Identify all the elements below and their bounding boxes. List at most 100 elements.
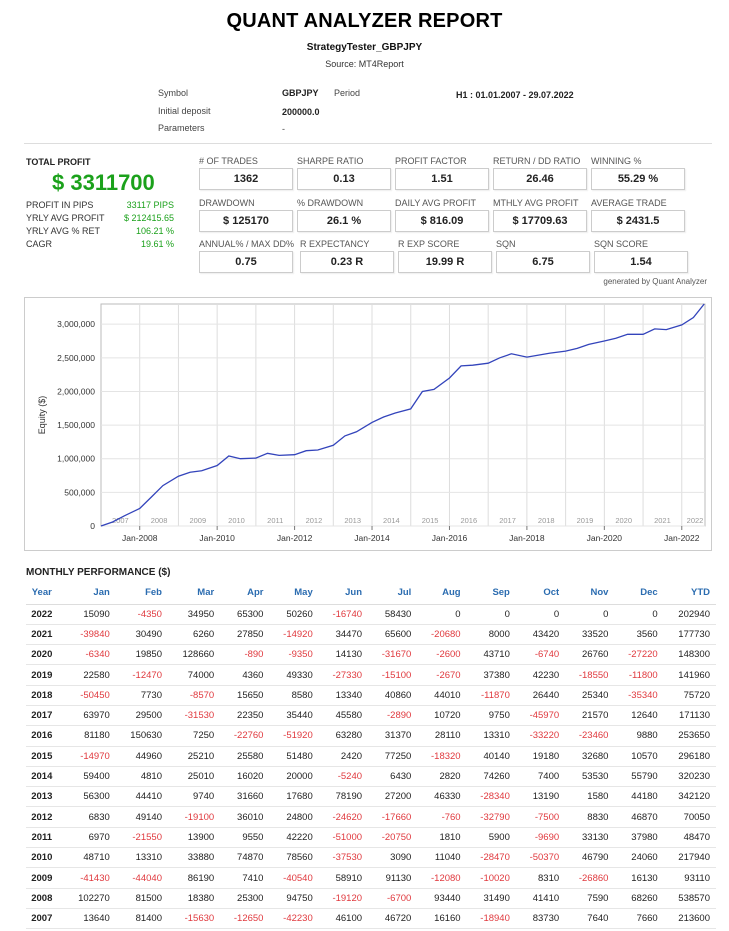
value-cell: 16020 [220,766,270,788]
value-cell: -51920 [269,725,319,747]
column-header: Jul [368,582,418,605]
y-tick-label: 2,000,000 [57,386,95,396]
value-cell: 0 [565,604,615,625]
value-cell: -16740 [318,604,369,625]
summary-label: YRLY AVG % RET [26,226,101,236]
monthly-performance-title: MONTHLY PERFORMANCE ($) [26,567,171,578]
year-cell: 2010 [26,847,64,869]
column-header: Mar [167,582,221,605]
value-cell: -20680 [417,624,467,646]
value-cell: 34470 [318,624,369,646]
year-band-label: 2008 [151,516,168,525]
value-cell: 16130 [614,867,664,889]
summary-value: 33117 PIPS [126,200,174,210]
summary-yearly-avg-return: YRLY AVG % RET 106.21 % [26,226,174,236]
parameters-label: Parameters [158,123,205,133]
value-cell: 6430 [368,766,418,788]
year-band-label: 2020 [615,516,632,525]
value-cell: -50450 [63,685,116,706]
y-tick-label: 0 [90,521,95,531]
year-band-label: 2021 [654,516,671,525]
value-cell: -15100 [368,664,418,686]
value-cell: 342120 [663,786,716,808]
value-cell: 24060 [614,847,664,869]
stat-label: MTHLY AVG PROFIT [493,198,579,208]
value-cell: 58430 [368,604,418,625]
value-cell: 22350 [220,705,270,727]
x-tick-label: Jan-2010 [199,533,235,543]
stat-num-trades: # OF TRADES 1362 [199,156,293,190]
value-cell: -50370 [515,847,566,869]
year-band-label: 2015 [422,516,439,525]
y-tick-label: 3,000,000 [57,319,95,329]
value-cell: -35340 [614,685,664,706]
value-cell: 81180 [63,725,116,747]
value-cell: 29500 [115,705,168,727]
value-cell: -10020 [466,867,516,889]
value-cell: 1810 [417,827,467,849]
value-cell: 63280 [318,725,369,747]
stat-value: $ 17709.63 [493,210,587,232]
stat-sqn-score: SQN SCORE 1.54 [594,239,688,273]
deposit-label: Initial deposit [158,106,211,116]
value-cell: 2420 [318,746,369,767]
value-cell: -19100 [167,806,221,828]
stat-value: $ 125170 [199,210,293,232]
stat-label: PROFIT FACTOR [395,156,467,166]
table-row: 2010 48710 13310 33880 74870 78560 -37530 3090 1… [26,847,716,869]
summary-profit-pips: PROFIT IN PIPS 33117 PIPS [26,200,174,210]
stat-label: DRAWDOWN [199,198,255,208]
table-row: 2019 22580 -12470 74000 4360 49330 -27330 -1510… [26,664,716,686]
value-cell: -4350 [115,604,168,625]
x-tick-label: Jan-2008 [122,533,158,543]
value-cell: -27330 [318,664,369,686]
total-profit-value: $ 3311700 [52,170,155,195]
year-cell: 2016 [26,725,64,747]
table-row: 2022 15090 -4350 34950 65300 50260 -16740 58430… [26,604,716,625]
value-cell: -11870 [466,685,516,706]
value-cell: 15650 [220,685,270,706]
stat-monthly-avg-profit: MTHLY AVG PROFIT $ 17709.63 [493,198,587,232]
value-cell: 0 [614,604,664,625]
year-band-label: 2019 [577,516,594,525]
value-cell: 7640 [565,908,615,930]
value-cell: 44180 [614,786,664,808]
value-cell: -11800 [614,664,664,686]
stat-label: RETURN / DD RATIO [493,156,581,166]
table-row: 2020 -6340 19850 128660 -890 -9350 14130 -31670… [26,644,716,666]
value-cell: -33220 [515,725,566,747]
value-cell: -2890 [368,705,418,727]
value-cell: -23460 [565,725,615,747]
value-cell: 141960 [663,664,716,686]
value-cell: 25300 [220,888,270,909]
value-cell: -890 [220,644,270,666]
value-cell: 171130 [663,705,716,727]
value-cell: -9690 [515,827,566,849]
value-cell: -6700 [368,888,418,909]
summary-label: PROFIT IN PIPS [26,200,94,210]
stat-value: 1.54 [594,251,688,273]
value-cell: -14920 [269,624,319,646]
value-cell: 148300 [663,644,716,666]
value-cell: 9740 [167,786,221,808]
stat-label: SQN [496,239,516,249]
column-header: Feb [115,582,168,605]
value-cell: 10570 [614,746,664,767]
value-cell: 74260 [466,766,516,788]
summary-value: 106.21 % [135,226,174,236]
column-header: Sep [466,582,516,605]
stat-value: 1.51 [395,168,489,190]
value-cell: 42220 [269,827,319,849]
table-row: 2007 13640 81400 -15630 -12650 -42230 46100 467… [26,908,716,930]
divider [24,143,712,144]
table-row: 2014 59400 4810 25010 16020 20000 -5240 6430 282… [26,766,716,788]
deposit-value: 200000.0 [282,107,320,117]
value-cell: 81400 [115,908,168,930]
value-cell: -22760 [220,725,270,747]
value-cell: -42230 [269,908,319,930]
value-cell: -18320 [417,746,467,767]
value-cell: -26860 [565,867,615,889]
value-cell: 6830 [63,806,116,828]
monthly-performance-table: Year Jan Feb Mar Apr May Jun Jul Aug Sep Oct Nov Dec… [26,582,716,930]
stat-pct-drawdown: % DRAWDOWN 26.1 % [297,198,391,232]
